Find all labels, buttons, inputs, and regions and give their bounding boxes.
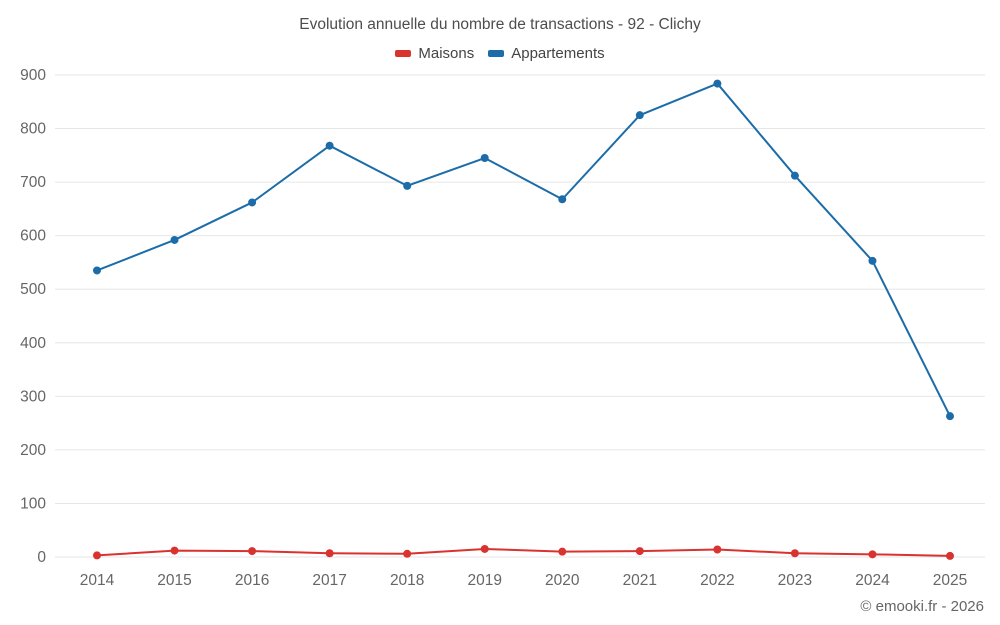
x-tick-label: 2018 [390,572,424,589]
appartements-point [248,198,257,207]
maisons-point [635,547,644,556]
maisons-point [480,544,489,553]
y-tick-label: 600 [20,228,46,245]
x-tick-label: 2017 [312,572,346,589]
chart-legend: Maisons Appartements [0,45,1000,62]
maisons-point [170,546,179,555]
maisons-point [403,549,412,558]
appartements-point [170,235,179,244]
x-tick-label: 2020 [545,572,580,589]
x-tick-label: 2019 [467,572,501,589]
y-tick-label: 100 [20,495,46,512]
maisons-line [96,547,951,557]
y-tick-label: 400 [20,335,46,352]
y-tick-label: 900 [20,67,46,84]
x-tick-label: 2016 [235,572,269,589]
x-tick-label: 2023 [778,572,812,589]
legend-swatch-appartements [488,50,505,57]
appartements-point [713,79,722,88]
x-tick-label: 2022 [700,572,734,589]
x-tick-label: 2024 [855,572,890,589]
y-tick-label: 0 [37,549,46,566]
maisons-point [713,545,722,554]
appartements-point [558,195,567,204]
appartements-point [790,171,799,180]
y-tick-label: 300 [20,388,46,405]
maisons-point [790,549,799,558]
appartements-point [480,154,489,163]
legend-item-maisons[interactable]: Maisons [395,45,474,62]
y-tick-label: 500 [20,281,46,298]
appartements-point [325,141,334,150]
legend-item-appartements[interactable]: Appartements [488,45,605,62]
appartements-point [635,111,644,120]
x-tick-label: 2021 [623,572,657,589]
appartements-point [93,266,101,275]
copyright-footer: © emooki.fr - 2026 [860,598,984,615]
maisons-point [946,551,954,560]
maisons-point [868,550,877,559]
chart-title: Evolution annuelle du nombre de transact… [299,16,701,33]
y-tick-label: 800 [20,121,46,138]
legend-label-maisons: Maisons [418,45,475,62]
x-tick-label: 2015 [157,572,191,589]
y-tick-label: 200 [20,442,46,459]
legend-label-appartements: Appartements [511,45,605,62]
legend-swatch-maisons [395,50,412,57]
appartements-point [868,256,877,265]
maisons-point [248,547,257,556]
appartements-point [403,181,412,190]
appartements-line [96,82,951,418]
y-tick-label: 700 [20,174,46,191]
x-tick-label: 2014 [80,572,115,589]
appartements-point [946,412,954,421]
maisons-point [93,551,101,560]
maisons-point [325,549,334,558]
maisons-point [558,547,567,556]
x-tick-label: 2025 [933,572,967,589]
